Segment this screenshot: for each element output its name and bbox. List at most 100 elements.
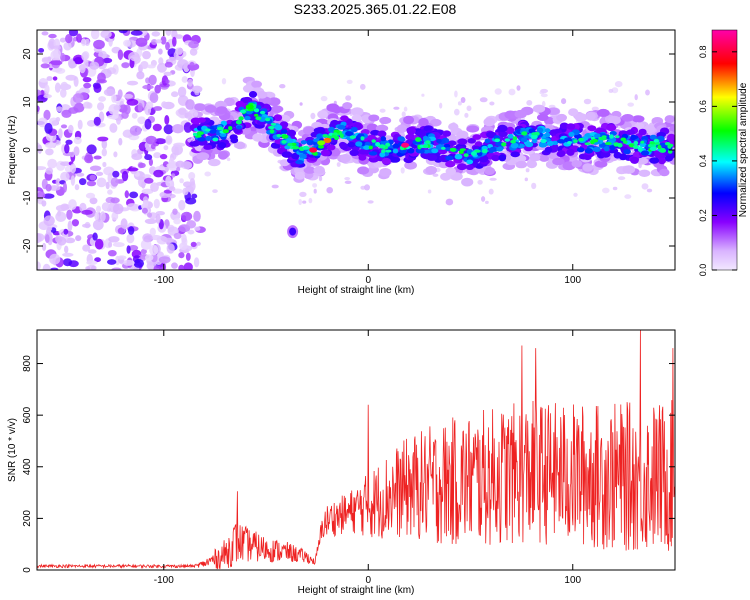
noise-blob [127,226,135,235]
ridge-blob [366,123,378,132]
colorbar-label: Normalized spectral amplitude [738,82,749,217]
noise-blob [41,200,47,207]
faint-blob [583,98,592,105]
ridge-blob [649,141,656,145]
ridge-blob [264,117,271,122]
ridge-blob [259,110,266,115]
ridge-blob [345,131,354,137]
noise-blob [79,178,87,186]
colorbar-ticks: 0.0 0.2 0.4 0.6 0.8 [698,46,737,276]
ridge-blob [594,160,608,168]
noise-blob [121,170,129,182]
noise-blob [191,85,203,94]
ridge-blob [316,133,324,140]
noise-blob [109,123,118,133]
ridge-blob [242,84,254,93]
noise-blob [43,94,52,99]
noise-blob [112,170,120,178]
noise-blob [141,207,148,214]
ridge-blob [498,154,507,162]
faint-blob [477,179,483,185]
ridge-blob [358,148,369,155]
ridge-blob [615,135,620,139]
ridge-blob [600,151,611,158]
noise-blob [43,215,55,226]
noise-blob [37,144,43,154]
noise-blob [66,209,73,220]
spectrogram-marks [37,30,675,270]
ridge-blob [653,139,659,143]
faint-blob [454,90,458,98]
ridge-blob [660,148,665,152]
noise-blob [193,210,201,222]
ridge-blob [449,147,457,152]
noise-blob [138,162,146,168]
ridge-blob [484,167,495,175]
ridge-blob [559,122,569,130]
noise-blob [48,33,57,39]
ridge-blob [268,125,275,130]
ridge-blob [544,128,551,133]
noise-blob [191,193,198,199]
ridge-blob [375,124,389,132]
noise-blob [70,175,76,186]
ridge-blob [287,142,293,147]
noise-blob [37,105,40,112]
noise-blob [60,171,70,182]
ridge-blob [404,161,417,170]
bottom-ylabel: SNR (10 * v/v) [7,418,18,482]
noise-blob [158,256,171,264]
noise-blob [93,83,102,93]
colorbar: 0.0 0.2 0.4 0.6 0.8 Normalized spectral ampl… [698,29,749,276]
ridge-blob [363,145,371,150]
noise-blob [52,49,61,59]
ridge-blob [458,150,464,154]
noise-blob [151,31,161,37]
noise-blob [144,118,152,130]
ridge-blob [654,151,664,159]
ridge-blob [350,126,358,133]
noise-blob [52,76,58,81]
noise-blob [185,99,195,110]
ridge-blob [623,149,631,155]
ridge-blob [367,134,377,141]
ridge-blob [392,143,400,149]
snr-marks [37,330,675,570]
faint-blob [326,187,334,194]
ridge-blob [217,150,229,160]
noise-blob [50,67,63,73]
noise-blob [90,30,100,40]
ridge-blob [568,131,575,137]
faint-blob [336,162,341,167]
ridge-blob [426,154,438,161]
ridge-blob [590,136,596,140]
ridge-blob [425,140,431,144]
noise-blob [50,267,59,270]
noise-blob [127,167,139,172]
faint-blob [525,168,530,173]
ridge-blob [196,152,210,161]
noise-blob [177,86,187,98]
noise-blob [89,61,100,70]
noise-blob [193,257,200,268]
ridge-blob [630,156,639,164]
noise-blob [96,177,107,188]
noise-blob [45,148,54,156]
ridge-blob [215,106,228,114]
faint-blob [494,88,502,95]
noise-blob [42,193,55,199]
ridge-blob [456,163,468,171]
ridge-blob [228,126,233,131]
ridge-blob [471,151,477,156]
noise-blob [175,160,185,168]
ridge-blob [430,118,442,127]
noise-blob [44,142,56,149]
noise-blob [97,102,105,111]
ridge-blob [531,132,538,136]
noise-blob [95,171,104,176]
ridge-blob [285,138,294,144]
faint-blob [360,185,366,190]
noise-blob [83,82,92,89]
ridge-blob [291,152,300,160]
